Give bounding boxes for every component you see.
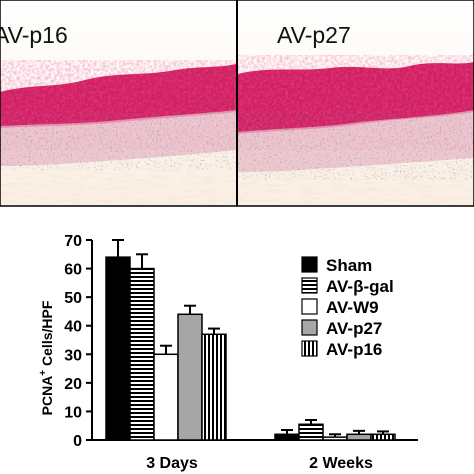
micrograph-right (238, 0, 474, 206)
legend-swatch (301, 340, 318, 357)
y-tick-label: 40 (64, 319, 82, 336)
y-tick-label: 60 (64, 262, 82, 279)
x-axis: 3 Days 2 Weeks (92, 439, 418, 472)
panel-label-right: AV-p27 (277, 22, 351, 48)
bar-chart: 0 10 20 30 40 50 60 70 3 Days 2 Weeks Sham AV-β-g… (38, 233, 418, 472)
bar (153, 353, 179, 441)
bar-group (105, 239, 227, 441)
y-tick-label: 30 (64, 347, 82, 364)
legend: Sham AV-β-gal AV-W9 AV-p27 AV-p16 (301, 256, 394, 359)
y-tick-label: 20 (64, 376, 82, 393)
bar (346, 433, 372, 441)
x-tick-label: 2 Weeks (309, 455, 373, 472)
legend-swatch (301, 256, 318, 273)
y-axis-label: PCNA+ Cells/HPF (38, 300, 55, 415)
y-tick-label: 0 (73, 433, 82, 450)
legend-label: AV-W9 (326, 298, 379, 317)
micrograph-left (0, 0, 236, 206)
legend-label: AV-p16 (326, 340, 382, 359)
legend-label: AV-p27 (326, 319, 382, 338)
legend-swatch (301, 277, 318, 294)
legend-label: AV-β-gal (326, 277, 394, 296)
bars (105, 239, 396, 441)
bar (105, 256, 131, 441)
bar-group (274, 419, 396, 441)
y-tick-label: 10 (64, 404, 82, 421)
legend-swatch (301, 298, 318, 315)
bar (298, 423, 324, 441)
y-tick-label: 70 (64, 233, 82, 250)
bar (322, 436, 348, 441)
x-tick-label: 3 Days (146, 455, 198, 472)
y-axis: 0 10 20 30 40 50 60 70 (64, 233, 93, 450)
bar (201, 333, 227, 441)
bar (129, 267, 155, 441)
bar (274, 433, 300, 441)
y-tick-label: 50 (64, 290, 82, 307)
micrograph-panels: AV-p16 AV-p27 (0, 0, 474, 207)
panel-label-left: AV-p16 (0, 22, 68, 48)
legend-swatch (301, 319, 318, 336)
bar (370, 433, 396, 441)
bar (177, 313, 203, 441)
legend-label: Sham (326, 256, 372, 275)
